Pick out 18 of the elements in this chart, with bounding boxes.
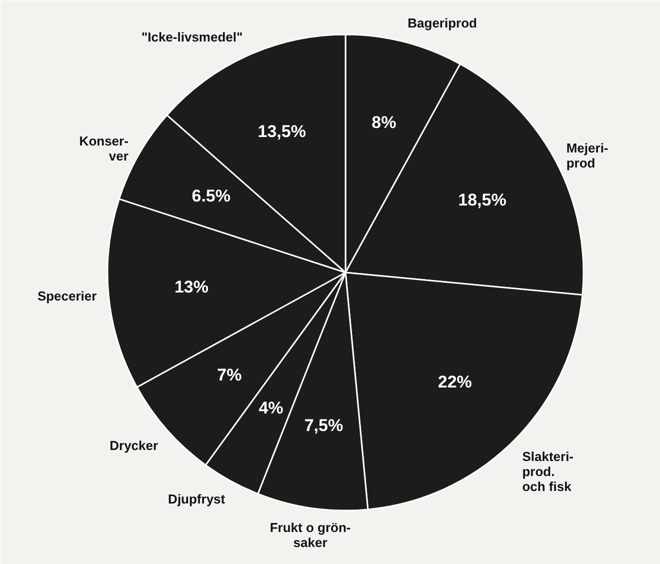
slice-label: Specerier [37, 288, 97, 304]
slice-label: Slakteri- prod. och fisk [522, 449, 574, 494]
slice-label: Mejeri- prod [566, 140, 608, 171]
data-label: 22% [438, 372, 472, 392]
slice-label: Bageriprod [408, 15, 478, 30]
data-label: 7% [217, 365, 242, 384]
data-label: 4% [258, 398, 284, 418]
data-label: 7,5% [304, 416, 344, 436]
data-label: 6.5% [192, 186, 230, 206]
slice-label: Konser- ver [79, 134, 128, 164]
slice-label: Drycker [110, 438, 158, 453]
data-label: 13% [174, 278, 209, 297]
slice-label: Djupfryst [168, 491, 226, 506]
data-label: 18,5% [458, 190, 506, 210]
slice-label: "Icke-livsmedel" [141, 30, 243, 45]
data-label: 13,5% [258, 122, 306, 142]
slice-label: Frukt o grön- saker [270, 520, 351, 550]
data-label: 8% [372, 113, 396, 132]
